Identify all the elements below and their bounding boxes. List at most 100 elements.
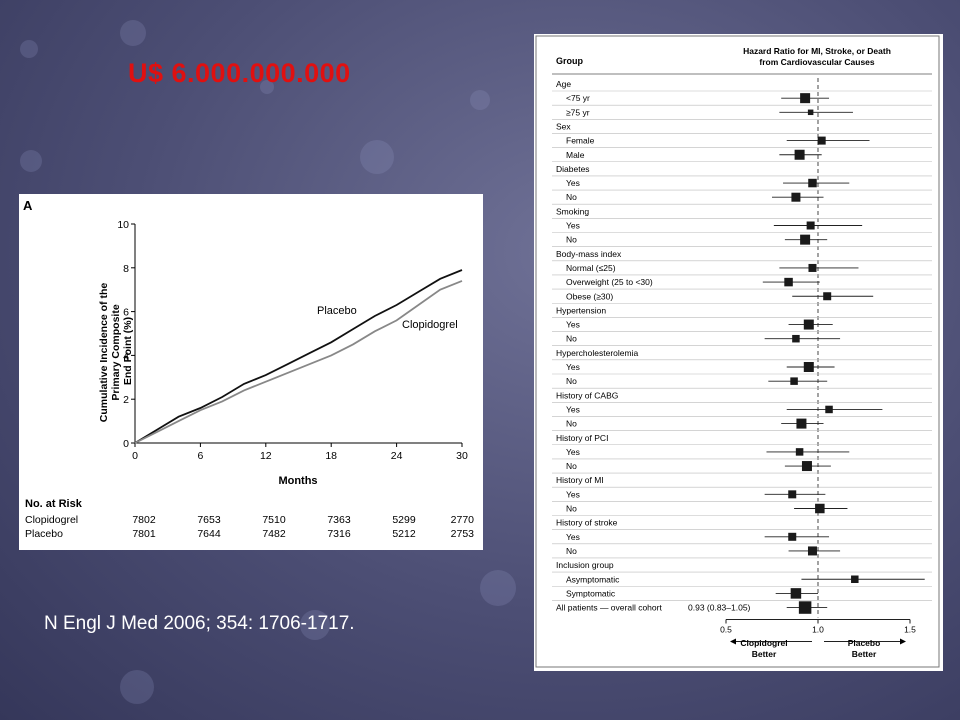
forest-row-label: Yes bbox=[566, 178, 580, 188]
hazard-ratio-marker bbox=[823, 292, 832, 301]
forest-plot-panel: Group Hazard Ratio for MI, Stroke, or De… bbox=[534, 34, 943, 671]
hazard-ratio-marker bbox=[788, 532, 797, 541]
forest-row-label: Obese (≥30) bbox=[566, 291, 613, 301]
forest-row-label: No bbox=[566, 546, 577, 556]
hazard-ratio-marker bbox=[815, 503, 825, 514]
forest-row-label: Male bbox=[566, 150, 585, 160]
forest-row-label: No bbox=[566, 235, 577, 245]
y-ticks: 0 2 4 6 8 10 bbox=[117, 219, 135, 450]
left-arrow-label-line-1: Clopidogrel bbox=[740, 638, 787, 648]
hazard-ratio-marker bbox=[851, 575, 859, 583]
series-label-clopidogrel: Clopidogrel bbox=[402, 319, 458, 331]
y-axis-label-line-2: Primary Composite bbox=[110, 304, 122, 400]
forest-group-header: Age bbox=[556, 79, 571, 89]
risk-table: Clopidogrel 7802 7653 7510 7363 5299 2770 Place… bbox=[25, 514, 474, 540]
hazard-ratio-marker bbox=[806, 221, 815, 230]
citation: N Engl J Med 2006; 354: 1706-1717. bbox=[44, 613, 355, 634]
hazard-ratio-marker bbox=[825, 405, 833, 414]
forest-group-header: Sex bbox=[556, 121, 571, 131]
hazard-ratio-marker bbox=[803, 319, 814, 330]
hazard-ratio-marker bbox=[788, 490, 797, 499]
y-tick-label: 8 bbox=[123, 263, 129, 275]
series-label-placebo: Placebo bbox=[317, 305, 357, 317]
forest-group-header: History of MI bbox=[556, 475, 604, 485]
risk-value: 7802 bbox=[132, 514, 156, 526]
risk-row-label: Clopidogrel bbox=[25, 514, 78, 526]
background-bokeh bbox=[300, 610, 330, 640]
forest-group-header: History of stroke bbox=[556, 518, 618, 528]
hazard-ratio-marker bbox=[801, 461, 812, 472]
forest-row-label: No bbox=[566, 334, 577, 344]
hazard-ratio-marker bbox=[798, 601, 812, 614]
arrowhead-right bbox=[900, 638, 906, 645]
y-tick-label: 0 bbox=[123, 438, 129, 450]
y-tick-label: 4 bbox=[123, 350, 129, 362]
hazard-ratio-marker bbox=[790, 377, 798, 385]
panel-frame bbox=[535, 35, 940, 668]
panel-label: A bbox=[23, 198, 33, 213]
hazard-ratio-marker bbox=[807, 546, 817, 556]
risk-value: 7801 bbox=[132, 528, 156, 540]
hazard-ratio-marker bbox=[800, 93, 811, 104]
hazard-ratio-marker bbox=[807, 109, 814, 116]
svg-text:Cumulative Incidence of the: Cumulative Incidence of the Primary Comp… bbox=[98, 280, 134, 422]
risk-row-label: Placebo bbox=[25, 528, 63, 540]
x-ticks: 0 6 12 18 24 30 bbox=[132, 443, 468, 462]
forest-x-axis: 0.5 1.0 1.5 bbox=[720, 619, 916, 645]
hazard-ratio-marker bbox=[784, 277, 793, 287]
risk-value: 7510 bbox=[262, 514, 286, 526]
risk-value: 7363 bbox=[327, 514, 351, 526]
arrowhead-left bbox=[730, 638, 736, 645]
y-tick-label: 6 bbox=[123, 307, 129, 319]
risk-value: 5299 bbox=[392, 514, 416, 526]
forest-row-label: Normal (≤25) bbox=[566, 263, 616, 273]
forest-row-label: Female bbox=[566, 136, 595, 146]
headline-cost: U$ 6.000.000.000 bbox=[128, 58, 351, 88]
x-axis-label: Months bbox=[278, 475, 317, 487]
forest-row-label: Yes bbox=[566, 447, 580, 457]
forest-row-label: No bbox=[566, 461, 577, 471]
forest-row-label: No bbox=[566, 419, 577, 429]
series-line-placebo bbox=[134, 269, 463, 444]
hazard-ratio-marker bbox=[791, 192, 801, 202]
forest-row-label: All patients — overall cohort bbox=[556, 603, 662, 613]
hazard-ratio-marker bbox=[808, 263, 817, 272]
forest-row-label: Yes bbox=[566, 362, 580, 372]
forest-group-header: Diabetes bbox=[556, 164, 590, 174]
background-bokeh bbox=[20, 150, 42, 172]
y-tick-label: 10 bbox=[117, 219, 129, 231]
hazard-ratio-marker bbox=[817, 136, 826, 145]
forest-row-label: Yes bbox=[566, 404, 580, 414]
x-tick-label: 18 bbox=[325, 450, 337, 462]
hazard-ratio-marker bbox=[792, 334, 800, 343]
forest-title-line-2: from Cardiovascular Causes bbox=[759, 57, 875, 67]
y-tick-label: 2 bbox=[123, 394, 129, 406]
risk-value: 2753 bbox=[451, 528, 475, 540]
forest-tick-label: 1.5 bbox=[904, 625, 916, 635]
forest-group-header: History of CABG bbox=[556, 390, 618, 400]
forest-title-line-1: Hazard Ratio for MI, Stroke, or Death bbox=[743, 46, 891, 56]
forest-row-label: Overweight (25 to <30) bbox=[566, 277, 653, 287]
hazard-ratio-marker bbox=[795, 448, 804, 456]
forest-group-header: History of PCI bbox=[556, 433, 608, 443]
hazard-ratio-marker bbox=[800, 234, 811, 245]
forest-group-header: Hypercholesterolemia bbox=[556, 348, 638, 358]
forest-row-label: Yes bbox=[566, 221, 580, 231]
hazard-ratio-marker bbox=[803, 362, 814, 372]
column-header-group: Group bbox=[556, 56, 583, 66]
background-bokeh bbox=[120, 670, 154, 704]
cumulative-incidence-panel: A 0 2 4 6 8 10 0 6 12 18 24 30 Cumulative Incidenc… bbox=[19, 194, 483, 550]
series-lines bbox=[134, 269, 463, 444]
risk-value: 7316 bbox=[327, 528, 351, 540]
risk-value: 5212 bbox=[392, 528, 416, 540]
risk-table-title: No. at Risk bbox=[25, 498, 83, 510]
forest-group-header: Body-mass index bbox=[556, 249, 622, 259]
forest-tick-label: 1.0 bbox=[812, 625, 824, 635]
background-bokeh bbox=[470, 90, 490, 110]
background-bokeh bbox=[20, 40, 38, 58]
x-tick-label: 24 bbox=[391, 450, 403, 462]
forest-plot: Group Hazard Ratio for MI, Stroke, or De… bbox=[535, 35, 940, 668]
series-line-clopidogrel bbox=[134, 280, 463, 444]
forest-row-label: Yes bbox=[566, 320, 580, 330]
forest-row-label: <75 yr bbox=[566, 93, 590, 103]
